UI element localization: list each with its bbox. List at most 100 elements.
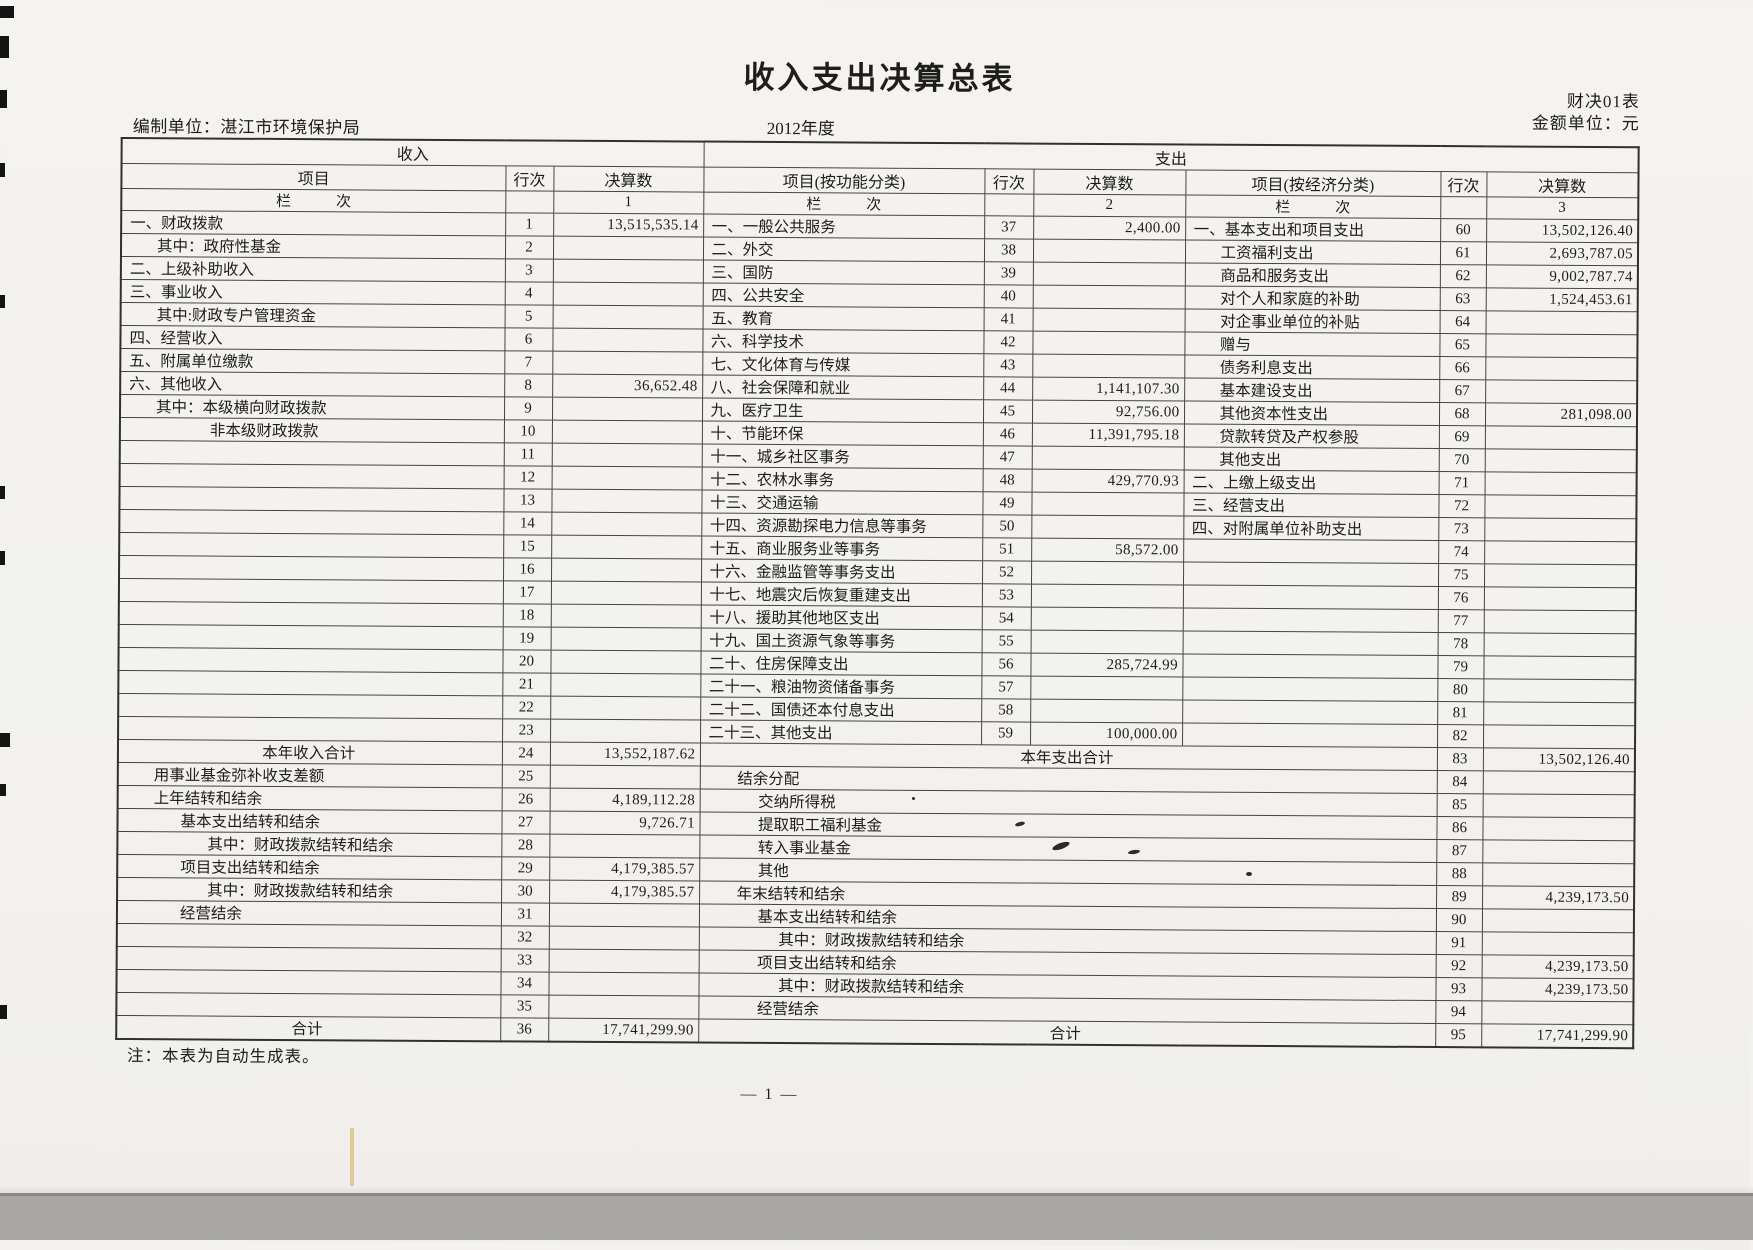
func-amount-cell: [1030, 607, 1183, 631]
preparing-unit-label: 编制单位：湛江市环境保护局: [132, 117, 361, 138]
econ-item-cell: 基本建设支出: [1184, 377, 1440, 403]
income-amount-cell: 9,726.71: [549, 811, 700, 836]
func-rowno-cell: 45: [982, 399, 1033, 424]
econ-rowno-cell: 84: [1436, 770, 1483, 794]
func-amount-cell: [1032, 331, 1185, 355]
page-number: — 1 —: [740, 1085, 799, 1104]
econ-amount-cell: [1482, 816, 1635, 841]
income-amount-cell: [548, 995, 699, 1020]
func-item-cell: 七、文化体育与传媒: [702, 352, 984, 377]
func-amount-cell: [1032, 354, 1185, 378]
scan-artifact: [0, 784, 6, 796]
income-rowno-cell: 10: [503, 419, 552, 444]
income-rowno-cell: 9: [503, 396, 553, 421]
income-item-cell: 用事业基金弥补收支差额: [117, 762, 502, 788]
func-rowno-cell: 58: [981, 698, 1031, 723]
func-rowno-cell: 48: [982, 468, 1032, 493]
func-item-cell: 二十、住房保障支出: [700, 651, 982, 676]
func-rowno-cell: 39: [983, 261, 1033, 286]
column-index-2: 2: [1033, 194, 1186, 218]
func-rowno-cell: 52: [981, 560, 1032, 585]
func-item-cell: 六、科学技术: [702, 329, 984, 354]
econ-rowno-cell: 83: [1436, 747, 1484, 771]
func-item-cell: 二十三、其他支出: [700, 720, 982, 745]
func-item-cell: 十五、商业服务业等事务: [701, 536, 983, 561]
income-amount-cell: [552, 259, 703, 284]
income-amount-cell: [550, 673, 701, 698]
scanner-background: [0, 1193, 1753, 1240]
econ-item-cell: [1182, 561, 1439, 587]
income-rowno-cell: 18: [502, 603, 551, 628]
scan-artifact: [0, 36, 9, 58]
econ-item-cell: 赠与: [1184, 331, 1440, 357]
econ-rowno-cell: 87: [1436, 839, 1483, 863]
econ-amount-cell: 13,502,126.40: [1486, 218, 1639, 243]
col-header-rowno: 行次: [1440, 171, 1487, 197]
income-item-cell: [116, 923, 501, 949]
econ-amount-cell: [1485, 379, 1638, 404]
func-item-cell: 四、公共安全: [702, 283, 984, 308]
income-item-cell: 四、经营收入: [120, 325, 505, 351]
econ-amount-cell: [1485, 310, 1638, 335]
column-index-blank: [984, 193, 1034, 217]
func-amount-cell: [1030, 699, 1183, 723]
income-rowno-cell: 19: [502, 626, 551, 651]
func-item-cell: 十一、城乡社区事务: [701, 444, 983, 469]
income-rowno-cell: 1: [505, 212, 554, 237]
income-item-cell: [118, 670, 503, 696]
col-header-rowno: 行次: [505, 165, 554, 192]
func-item-cell: 十、节能环保: [701, 421, 983, 446]
econ-amount-cell: [1485, 333, 1638, 358]
econ-item-cell: 其他资本性支出: [1183, 400, 1440, 426]
econ-rowno-cell: 61: [1439, 241, 1487, 265]
ink-smudge: [912, 797, 915, 800]
income-amount-cell: [552, 305, 703, 330]
econ-rowno-cell: 71: [1438, 471, 1485, 495]
econ-rowno-cell: 80: [1437, 678, 1484, 702]
econ-amount-cell: 281,098.00: [1484, 402, 1638, 427]
income-amount-cell: [551, 397, 703, 422]
func-amount-cell: 429,770.93: [1031, 469, 1184, 493]
econ-item-cell: 债务利息支出: [1184, 354, 1440, 380]
econ-rowno-cell: 79: [1437, 655, 1484, 679]
income-rowno-cell: 11: [503, 442, 552, 467]
econ-item-cell: [1183, 538, 1439, 564]
econ-amount-cell: [1484, 540, 1637, 565]
income-item-cell: [118, 624, 503, 650]
scan-artifact: [0, 6, 14, 18]
func-rowno-cell: 59: [981, 721, 1031, 746]
func-item-cell: 八、社会保障和就业: [702, 375, 984, 400]
income-item-cell: [118, 578, 504, 604]
econ-item-cell: [1182, 699, 1438, 725]
income-item-cell: 非本级财政拨款: [119, 417, 504, 443]
form-code: 财决01表: [1566, 91, 1641, 112]
column-index-label: 栏 次: [1185, 195, 1441, 219]
income-rowno-cell: 15: [503, 534, 552, 559]
income-item-cell: 二、上级补助收入: [120, 256, 505, 282]
econ-item-cell: 三、经营支出: [1183, 492, 1439, 518]
econ-item-cell: [1182, 653, 1438, 679]
income-amount-cell: [550, 581, 701, 606]
func-amount-cell: [1031, 515, 1184, 539]
income-rowno-cell: 4: [504, 281, 553, 306]
econ-rowno-cell: 66: [1439, 356, 1486, 380]
income-item-cell: [118, 693, 503, 719]
income-amount-cell: [551, 558, 702, 583]
col-header-amount: 决算数: [1486, 171, 1639, 198]
econ-item-cell: 其他支出: [1183, 446, 1439, 472]
econ-amount-cell: [1485, 356, 1638, 381]
func-item-cell: 十九、国土资源气象等事务: [700, 628, 982, 653]
func-rowno-cell: 51: [982, 537, 1032, 562]
income-item-cell: 经营结余: [116, 900, 502, 926]
func-item-cell: 十四、资源勘探电力信息等事务: [701, 513, 983, 538]
income-amount-cell: [552, 282, 703, 307]
income-amount-cell: [548, 903, 700, 928]
income-rowno-cell: 33: [500, 948, 549, 973]
income-rowno-cell: 13: [503, 488, 552, 513]
func-amount-cell: 58,572.00: [1031, 538, 1184, 562]
econ-rowno-cell: 67: [1439, 379, 1486, 403]
income-amount-cell: [550, 719, 701, 744]
income-amount-cell: [551, 443, 702, 468]
func-item-cell: 十七、地震灾后恢复重建支出: [700, 582, 982, 607]
econ-item-cell: 商品和服务支出: [1184, 262, 1440, 288]
